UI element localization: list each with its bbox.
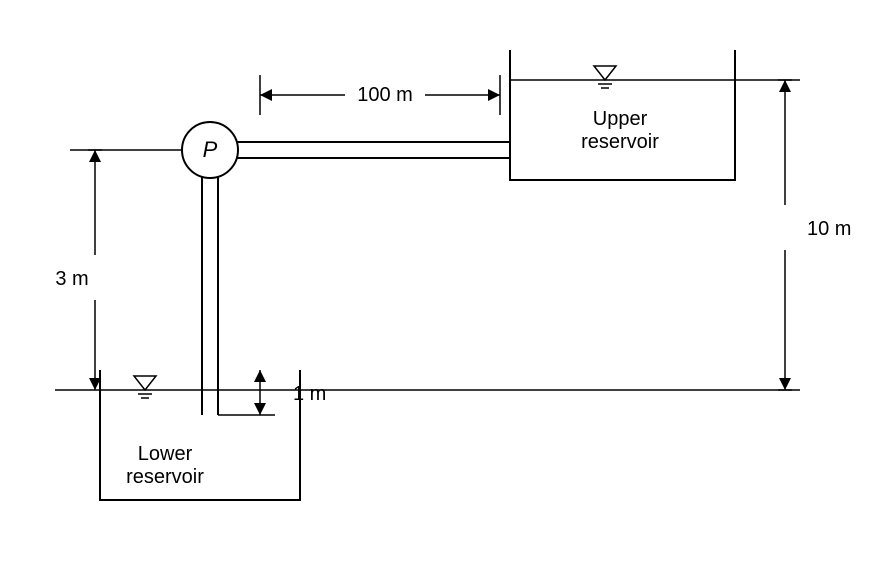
dim-1m: 1 m (218, 370, 326, 415)
lower-reservoir-label-1: Lower (138, 443, 193, 465)
dim-100m: 100 m (260, 75, 500, 115)
lower-reservoir: Lower reservoir (55, 370, 300, 500)
dim-10m: 10 m (300, 80, 851, 390)
upper-reservoir: Upper reservoir (510, 50, 735, 180)
dim-3m: 3 m (55, 150, 182, 390)
dim-100m-label: 100 m (357, 84, 413, 106)
upper-reservoir-label-1: Upper (593, 108, 648, 130)
dim-1m-label: 1 m (293, 383, 326, 405)
pump-reservoir-diagram: Upper reservoir Lower reservoir P 100 m … (0, 0, 884, 564)
vertical-pipe (202, 176, 218, 415)
pump: P (182, 122, 238, 178)
dim-10m-label: 10 m (807, 218, 851, 240)
horizontal-pipe (235, 142, 510, 158)
pump-label: P (203, 137, 218, 162)
upper-reservoir-label-2: reservoir (581, 131, 659, 153)
dim-3m-label: 3 m (55, 268, 88, 290)
lower-reservoir-label-2: reservoir (126, 466, 204, 488)
